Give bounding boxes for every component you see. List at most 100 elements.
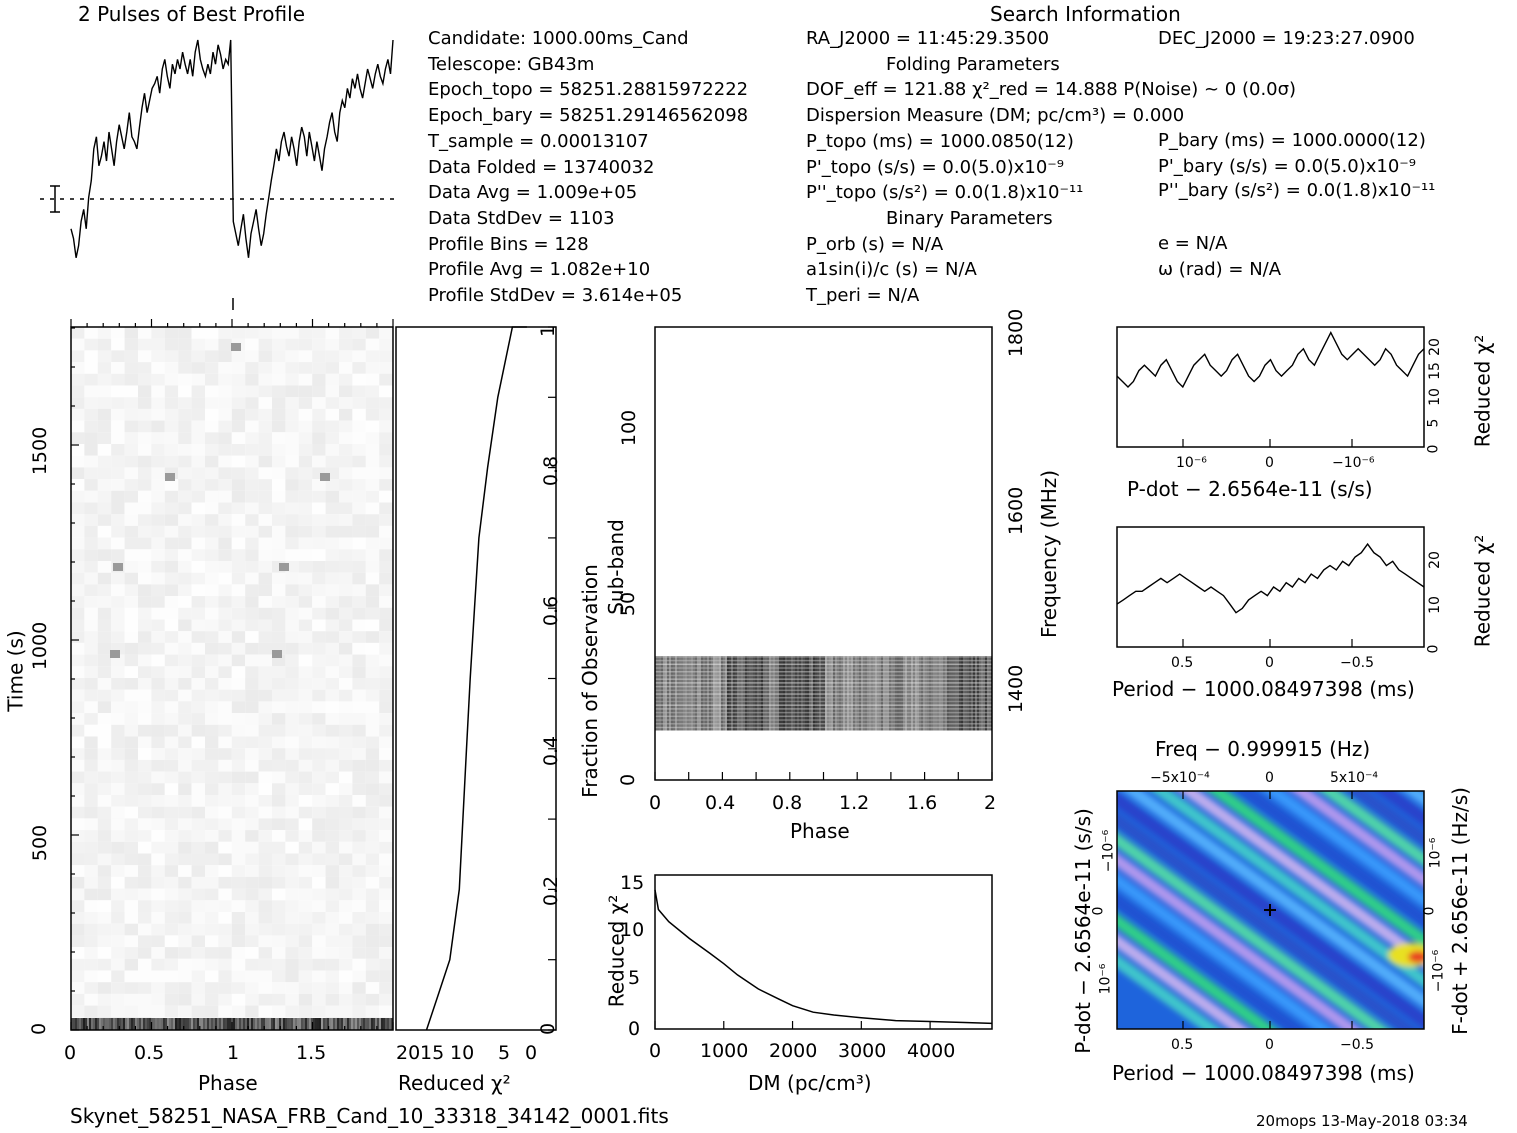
- time-phase-bottom-row: [343, 1018, 345, 1030]
- time-phase-cell: [258, 818, 272, 831]
- time-phase-cell: [164, 912, 179, 924]
- time-phase-cell: [97, 993, 112, 1006]
- time-phase-cell: [191, 678, 205, 690]
- time-phase-cell: [218, 584, 232, 597]
- time-phase-cell: [205, 514, 219, 526]
- time-phase-cell: [218, 408, 232, 421]
- time-phase-cell: [245, 350, 259, 363]
- time-phase-cell: [325, 1005, 339, 1018]
- time-phase-cell: [258, 970, 272, 983]
- time-phase-cell: [365, 642, 380, 655]
- time-phase-cell: [312, 736, 326, 749]
- time-phase-bottom-row: [331, 1018, 333, 1030]
- time-phase-cell: [164, 525, 179, 538]
- subband-xtick-4: 1.6: [907, 792, 938, 814]
- time-phase-cell: [285, 935, 299, 948]
- dm-xtick-1: 1000: [700, 1040, 749, 1062]
- time-phase-cell: [84, 947, 98, 959]
- time-phase-cell: [298, 561, 313, 573]
- time-phase-cell: [258, 713, 272, 725]
- time-phase-cell: [298, 455, 313, 468]
- time-phase-cell: [71, 502, 85, 515]
- time-phase-cell: [111, 584, 125, 597]
- time-phase-cell: [138, 607, 152, 620]
- time-phase-cell: [111, 455, 125, 468]
- time-phase-cell: [258, 467, 272, 480]
- pp-x2tick-2: 5x10⁻⁴: [1330, 770, 1379, 786]
- time-phase-cell: [138, 771, 152, 784]
- pp-ylabel: P-dot − 2.6564e-11 (s/s): [1070, 808, 1095, 1054]
- time-phase-cell: [151, 479, 165, 491]
- time-phase-cell: [191, 444, 205, 456]
- time-phase-cell: [84, 373, 98, 386]
- time-phase-cell: [178, 467, 192, 480]
- time-phase-cell: [191, 642, 205, 655]
- time-phase-cell: [245, 455, 259, 468]
- time-phase-cell: [258, 479, 272, 491]
- time-phase-cell: [191, 935, 205, 948]
- time-phase-bottom-row: [365, 1018, 367, 1030]
- time-phase-cell: [151, 537, 165, 550]
- time-phase-cell: [365, 923, 380, 936]
- time-phase-cell: [84, 654, 98, 667]
- time-phase-cell: [365, 795, 380, 807]
- time-phase-cell: [191, 865, 205, 877]
- time-phase-cell: [124, 397, 138, 409]
- time-phase-cell: [164, 724, 179, 737]
- time-phase-bottom-row: [333, 1018, 335, 1030]
- time-phase-bottom-row: [177, 1018, 179, 1030]
- time-phase-cell: [151, 362, 165, 374]
- time-phase-cell: [325, 736, 339, 749]
- time-phase-bottom-row: [195, 1018, 197, 1030]
- time-phase-bottom-row: [367, 1018, 369, 1030]
- time-phase-cell: [379, 338, 393, 351]
- time-phase-cell: [124, 619, 138, 632]
- time-phase-cell: [312, 865, 326, 877]
- time-phase-cell: [325, 912, 339, 924]
- time-phase-cell: [285, 572, 299, 585]
- subband-row: [655, 715, 992, 718]
- time-phase-cell: [312, 853, 326, 866]
- time-phase-cell: [71, 771, 85, 784]
- time-phase-cell: [379, 759, 393, 772]
- time-phase-cell: [312, 432, 326, 444]
- time-phase-cell: [365, 607, 380, 620]
- time-phase-cell: [272, 795, 286, 807]
- time-phase-cell: [231, 806, 246, 819]
- time-phase-cell: [111, 935, 125, 948]
- time-phase-bottom-row: [259, 1018, 261, 1030]
- time-phase-cell: [325, 525, 339, 538]
- time-phase-cell: [71, 876, 85, 889]
- time-phase-cell: [178, 806, 192, 819]
- time-phase-bottom-row: [77, 1018, 79, 1030]
- time-phase-cell: [312, 631, 326, 643]
- time-phase-cell: [138, 350, 152, 363]
- time-phase-cell: [164, 502, 179, 515]
- pp-xtick-1: 0: [1265, 1037, 1274, 1053]
- time-phase-cell: [379, 876, 393, 889]
- time-phase-cell: [138, 642, 152, 655]
- time-phase-cell: [124, 701, 138, 714]
- time-phase-cell: [339, 724, 353, 737]
- time-phase-bottom-row: [141, 1018, 143, 1030]
- time-phase-spot: [231, 343, 241, 351]
- time-phase-cell: [84, 818, 98, 831]
- time-phase-bottom-row: [307, 1018, 309, 1030]
- time-phase-cell: [325, 584, 339, 597]
- time-phase-cell: [285, 1005, 299, 1018]
- time-phase-bottom-row: [321, 1018, 323, 1030]
- time-phase-cell: [97, 923, 112, 936]
- time-phase-cell: [205, 771, 219, 784]
- time-phase-bottom-row: [109, 1018, 111, 1030]
- time-phase-cell: [312, 876, 326, 889]
- time-phase-cell: [151, 701, 165, 714]
- time-phase-cell: [191, 373, 205, 386]
- time-phase-cell: [218, 373, 232, 386]
- time-phase-cell: [191, 479, 205, 491]
- time-phase-cell: [365, 701, 380, 714]
- time-phase-cell: [272, 841, 286, 854]
- time-phase-cell: [205, 724, 219, 737]
- time-phase-cell: [258, 795, 272, 807]
- time-phase-cell: [379, 490, 393, 503]
- time-phase-cell: [178, 490, 192, 503]
